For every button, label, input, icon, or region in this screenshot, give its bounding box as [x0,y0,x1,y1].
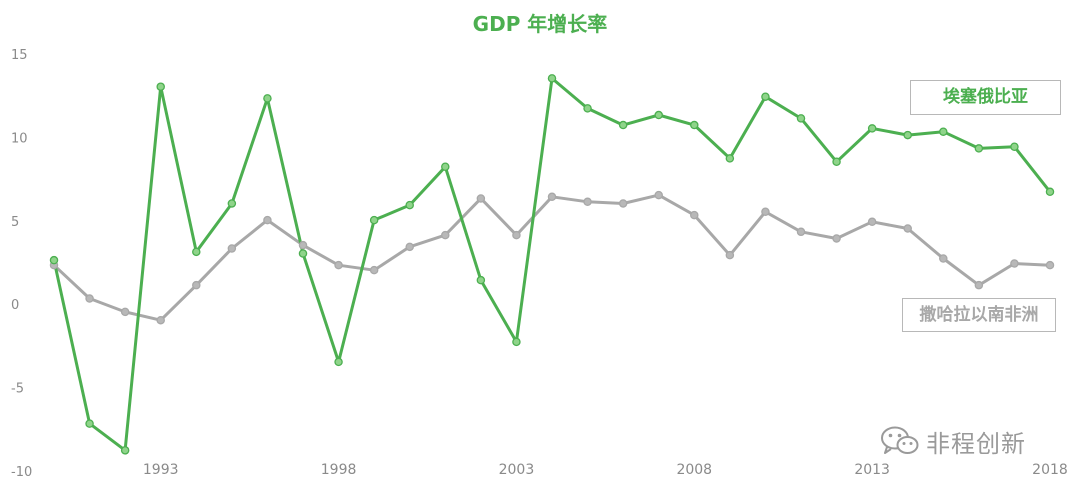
watermark: 非程创新 [880,424,1026,458]
data-point-sub-saharan-africa [227,244,237,253]
data-point-sub-saharan-africa [156,315,165,325]
data-point-ethiopia [1045,187,1055,197]
data-point-sub-saharan-africa [761,207,770,217]
data-point-sub-saharan-africa [974,280,984,290]
data-point-ethiopia [512,337,521,347]
data-point-ethiopia [903,130,912,140]
series-line-ethiopia [52,76,1052,452]
data-point-ethiopia [725,154,735,163]
data-point-sub-saharan-africa [334,260,343,270]
data-point-ethiopia [85,419,94,428]
data-point-ethiopia [690,120,699,130]
data-point-sub-saharan-africa [654,190,663,200]
x-tick-label: 1998 [321,462,357,478]
data-point-sub-saharan-africa [1045,260,1055,270]
data-point-ethiopia [974,144,984,153]
data-point-sub-saharan-africa [405,242,414,252]
data-point-ethiopia [298,249,308,258]
data-point-ethiopia [441,162,450,172]
data-point-ethiopia [120,446,130,455]
data-point-ethiopia [476,275,486,285]
series-points [49,74,1055,455]
y-tick-label: -5 [11,382,24,397]
y-tick-label: 0 [11,298,19,313]
data-point-ethiopia [867,124,877,133]
data-point-ethiopia [263,94,272,103]
data-point-sub-saharan-africa [725,250,735,260]
data-point-ethiopia [939,127,948,136]
data-point-ethiopia [654,110,663,120]
data-point-ethiopia [832,157,841,167]
data-point-sub-saharan-africa [441,230,450,240]
chart-title: GDP 年增长率 [472,12,608,36]
data-point-ethiopia [49,255,59,265]
x-tick-label: 1993 [143,462,179,478]
legend-label-sub-saharan-africa: 撒哈拉以南非洲 [902,298,1056,332]
data-point-sub-saharan-africa [939,254,948,263]
data-point-ethiopia [618,120,628,130]
data-point-ethiopia [547,74,557,83]
data-point-sub-saharan-africa [618,199,628,208]
data-point-sub-saharan-africa [832,234,841,243]
data-point-ethiopia [405,200,414,210]
data-point-sub-saharan-africa [583,197,592,207]
data-point-ethiopia [334,357,343,367]
data-point-sub-saharan-africa [796,227,806,237]
data-point-sub-saharan-africa [867,217,877,227]
y-tick-label: 5 [11,215,19,230]
x-axis-ticks: 1993 1998 2003 2008 2013 2018 [143,462,1068,478]
data-point-sub-saharan-africa [298,240,308,250]
data-point-ethiopia [583,104,592,113]
y-axis-ticks: 15 10 5 0 -5 -10 [11,48,32,480]
data-point-sub-saharan-africa [512,230,521,240]
data-point-sub-saharan-africa [1010,259,1019,268]
data-point-sub-saharan-africa [263,215,272,225]
data-point-sub-saharan-africa [690,210,699,220]
data-point-sub-saharan-africa [547,192,557,202]
data-point-ethiopia [1010,142,1019,151]
data-point-sub-saharan-africa [369,265,379,275]
y-tick-label: 15 [11,48,28,63]
data-point-sub-saharan-africa [85,294,94,303]
data-point-ethiopia [369,215,379,225]
data-point-sub-saharan-africa [476,194,486,203]
x-tick-label: 2003 [499,462,535,478]
legend-label-ethiopia: 埃塞俄比亚 [910,80,1061,115]
data-point-ethiopia [796,114,806,123]
data-point-ethiopia [156,82,165,91]
data-point-sub-saharan-africa [192,280,201,290]
data-point-ethiopia [227,199,237,208]
x-tick-label: 2018 [1032,462,1068,478]
wechat-icon [881,426,919,454]
y-tick-label: -10 [11,465,32,480]
x-tick-label: 2008 [676,462,712,478]
data-point-ethiopia [761,92,770,101]
y-tick-label: 10 [11,131,28,146]
data-point-ethiopia [192,247,201,257]
series-line-sub-saharan-africa [52,193,1052,322]
x-tick-label: 2013 [854,462,890,478]
series-lines [52,76,1052,452]
data-point-sub-saharan-africa [903,224,912,233]
watermark-text: 非程创新 [926,429,1026,458]
data-point-sub-saharan-africa [120,307,130,317]
